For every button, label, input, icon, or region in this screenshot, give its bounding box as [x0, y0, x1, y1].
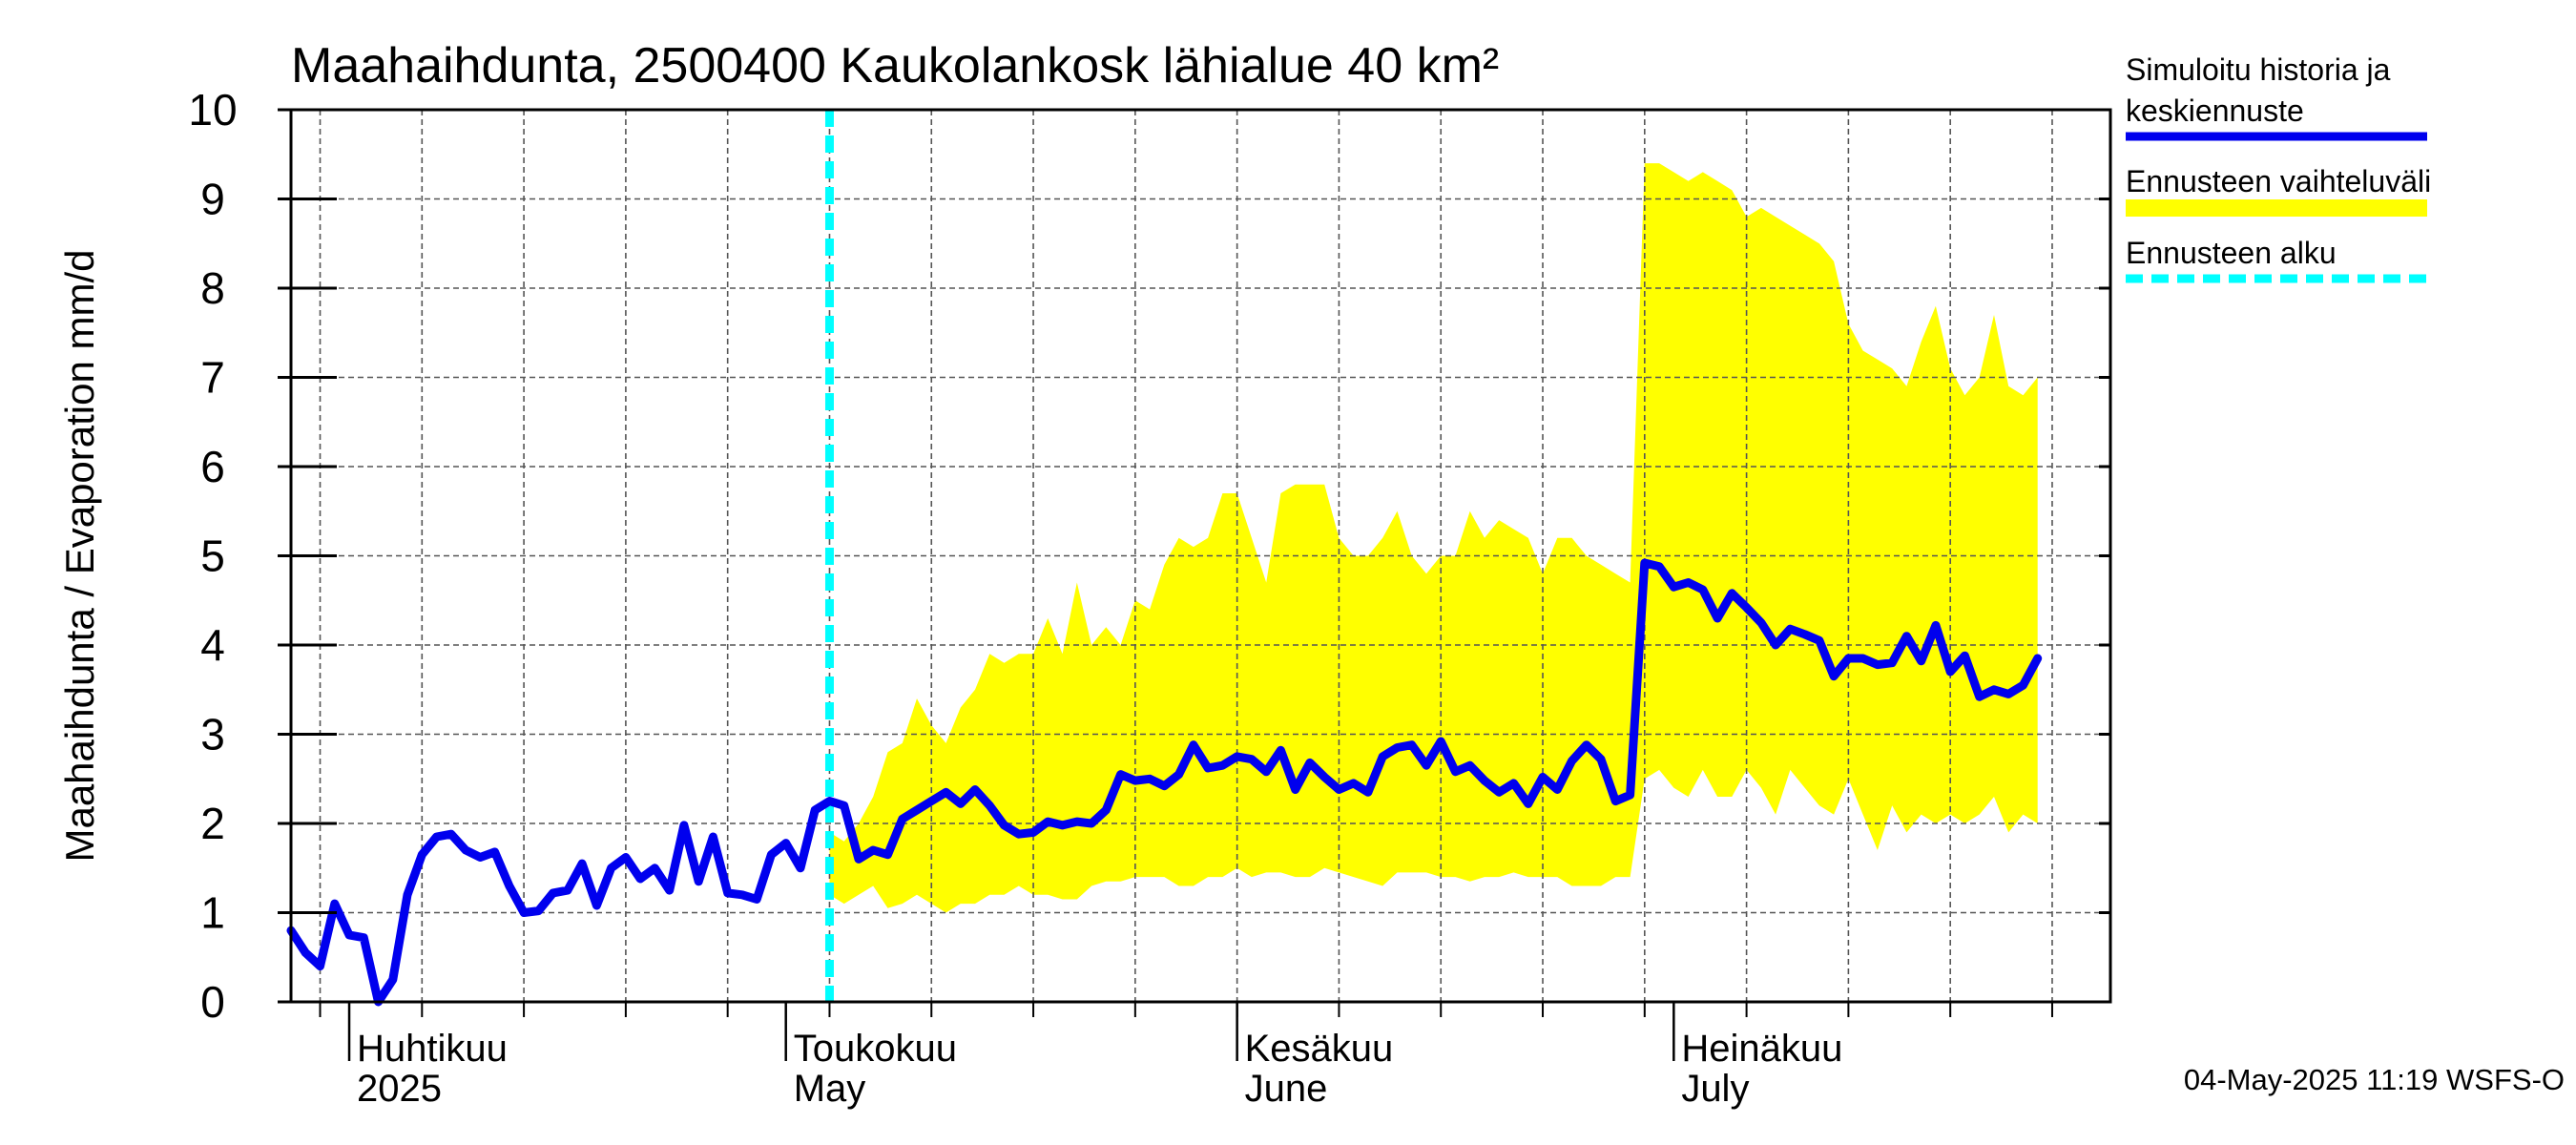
x-month-label: Kesäkuu: [1245, 1028, 1394, 1070]
y-tick-label: 8: [200, 263, 225, 313]
y-tick-label: 0: [200, 977, 225, 1027]
y-tick-label: 2: [200, 799, 225, 848]
y-tick-label: 5: [200, 531, 225, 581]
plot-area: [286, 108, 2112, 1007]
y-tick-label: 9: [200, 175, 225, 224]
y-tick-label: 1: [200, 888, 225, 938]
y-tick-label: 3: [200, 710, 225, 760]
forecast-range-band: [829, 163, 2038, 913]
y-tick-label: 10: [188, 85, 237, 135]
y-tick-label: 7: [200, 353, 225, 403]
grid-layer: [291, 110, 2110, 1002]
legend: Simuloitu historia ja keskiennuste Ennuste…: [2126, 52, 2431, 283]
y-tick-label: 4: [200, 620, 225, 670]
series-line-simulated: [286, 558, 2043, 1007]
legend-label: Ennusteen alku: [2126, 236, 2337, 270]
x-month-label: Toukokuu: [794, 1028, 957, 1070]
x-month-label-secondary: May: [794, 1068, 866, 1110]
y-axis-label: Maahaihdunta / Evaporation mm/d: [57, 249, 102, 862]
chart-title: Maahaihdunta, 2500400 Kaukolankosk lähia…: [291, 38, 1499, 94]
x-month-label-secondary: July: [1681, 1068, 1749, 1110]
forecast-band-layer: [829, 163, 2038, 913]
y-axis: 0 1 2 3 4 5 6 7 8 9 10: [188, 85, 2110, 1027]
x-month-label: Huhtikuu: [357, 1028, 508, 1070]
x-month-label-secondary: 2025: [357, 1068, 442, 1110]
line-layer: [286, 110, 2043, 1007]
legend-label: Ennusteen vaihteluväli: [2126, 164, 2431, 198]
x-month-label: Heinäkuu: [1681, 1028, 1842, 1070]
legend-label-line2: keskiennuste: [2126, 94, 2304, 128]
legend-label: Simuloitu historia ja: [2126, 52, 2391, 87]
x-month-label-secondary: June: [1245, 1068, 1328, 1110]
y-tick-label: 6: [200, 442, 225, 491]
timestamp: 04-May-2025 11:19 WSFS-O: [2184, 1063, 2565, 1096]
